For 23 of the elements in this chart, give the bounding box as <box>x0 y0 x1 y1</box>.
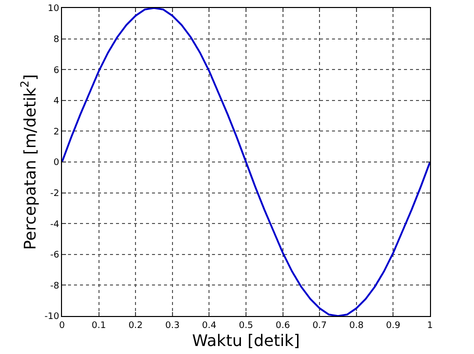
y-tick-label: -6 <box>50 250 60 261</box>
y-tick-label: -2 <box>50 188 60 199</box>
y-tick-label: -4 <box>50 220 60 230</box>
x-tick-label: 0.3 <box>165 320 180 331</box>
x-tick-label: 0.6 <box>276 320 290 331</box>
x-tick-label: 0.9 <box>386 320 401 331</box>
x-tick-label: 1 <box>427 320 433 331</box>
x-tick-label: 0.7 <box>312 320 327 331</box>
y-tick-label: -10 <box>44 312 60 322</box>
x-axis-title: Waktu [detik] <box>192 330 300 350</box>
x-tick-label: 0.5 <box>238 320 254 331</box>
y-tick-label: 8 <box>53 34 60 45</box>
x-tick-label: 0.8 <box>349 320 364 331</box>
y-tick-label: -8 <box>50 281 60 292</box>
line-series <box>62 8 430 316</box>
x-tick-label: 0.4 <box>202 320 217 331</box>
x-tick-label: 0.2 <box>128 320 143 331</box>
y-tick-label: 4 <box>53 96 60 107</box>
x-tick-label: 0.1 <box>92 320 106 331</box>
y-tick-label: 10 <box>48 4 60 14</box>
y-tick-label: 2 <box>53 127 60 138</box>
y-tick-label: 6 <box>53 66 60 76</box>
y-tick-label: 0 <box>53 158 60 168</box>
